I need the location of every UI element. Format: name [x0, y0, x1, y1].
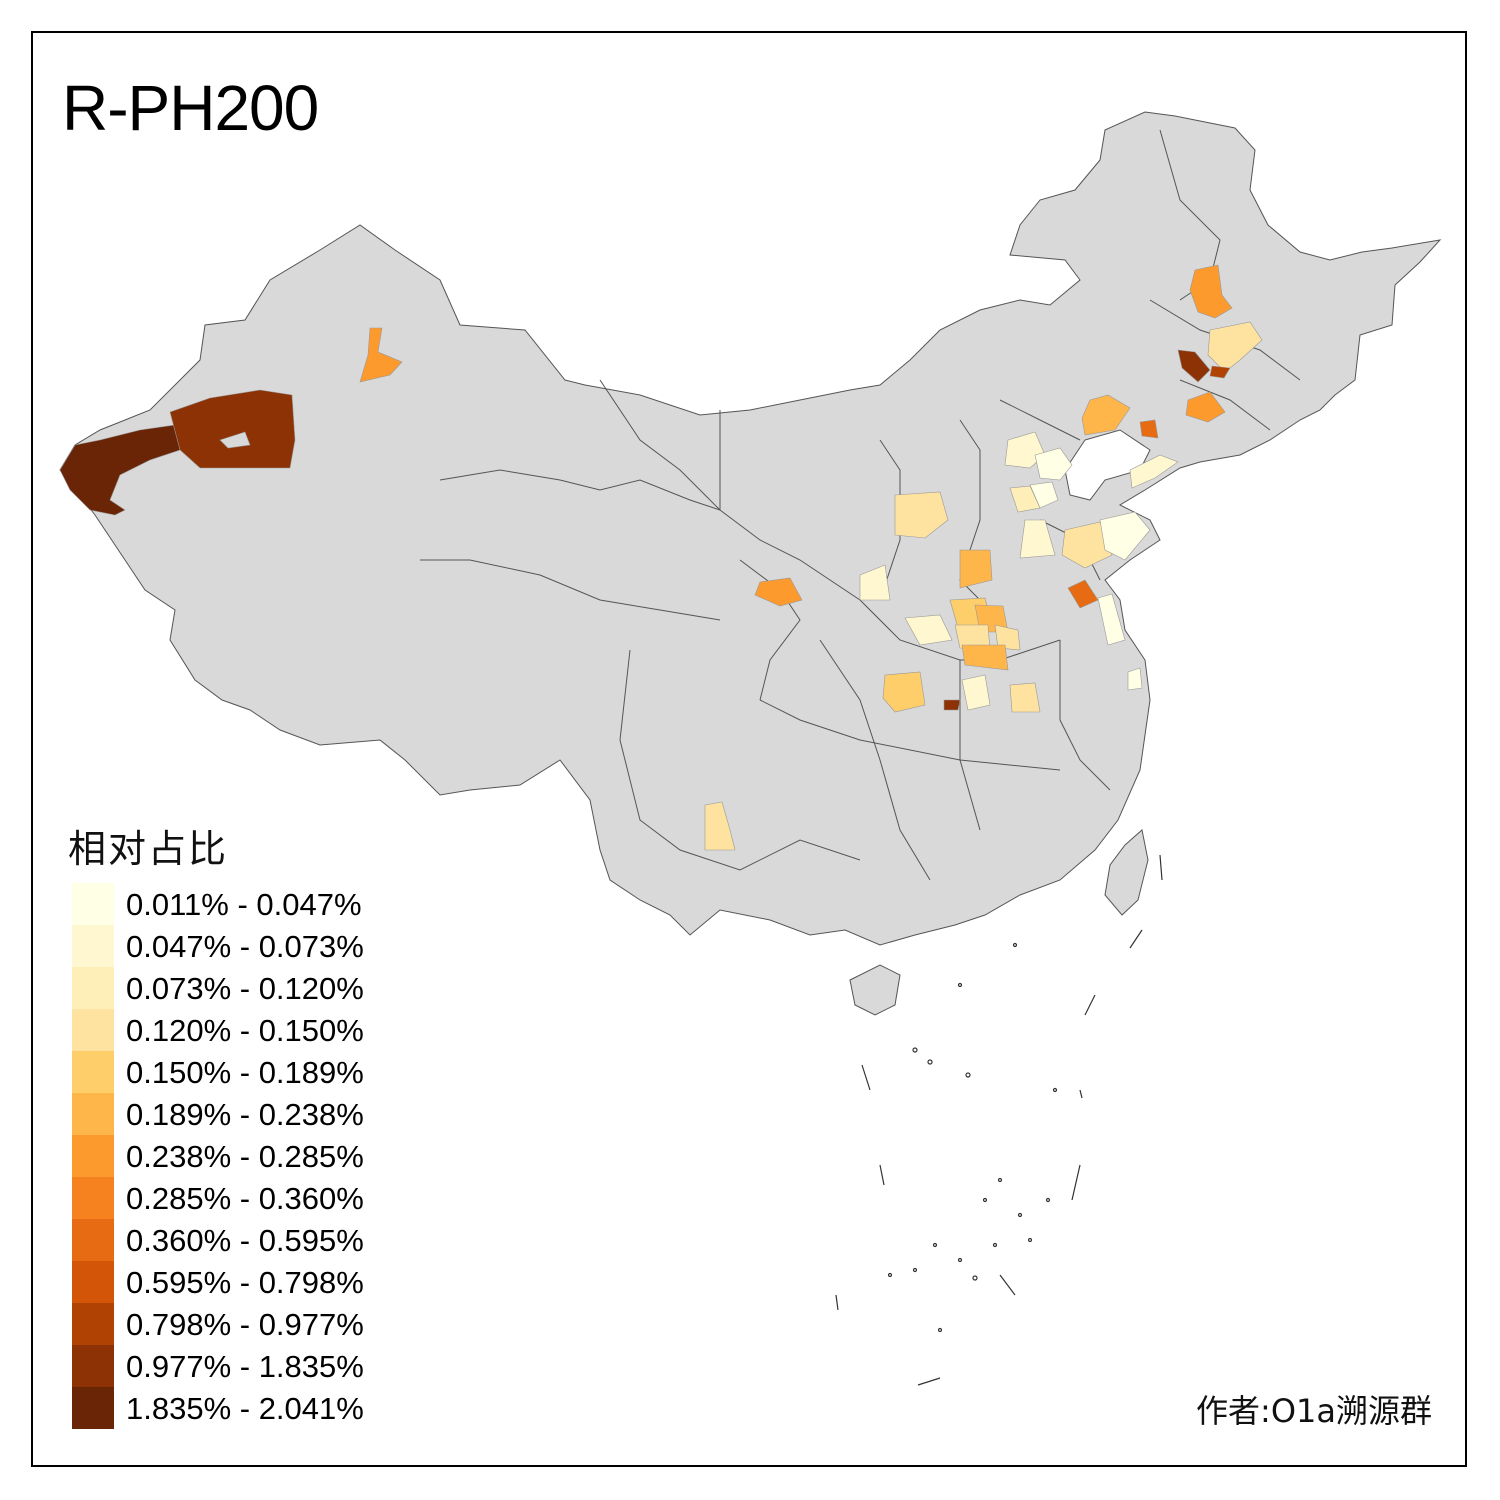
legend-label: 0.595% - 0.798%	[126, 1265, 364, 1300]
region-luoyang	[904, 614, 953, 646]
legend-item: 0.120% - 0.150%	[72, 1009, 412, 1051]
legend-item: 0.189% - 0.238%	[72, 1093, 412, 1135]
map-frame	[31, 31, 1467, 1467]
legend-label: 0.360% - 0.595%	[126, 1223, 364, 1258]
legend-item: 0.595% - 0.798%	[72, 1261, 412, 1303]
legend-item: 0.285% - 0.360%	[72, 1177, 412, 1219]
legend-swatch	[72, 883, 114, 925]
region-yunnan-chuxiong	[704, 801, 736, 851]
region-datong	[894, 491, 949, 539]
legend-label: 0.011% - 0.047%	[126, 887, 362, 922]
region-lianyungang	[1067, 579, 1099, 609]
region-jinan	[1061, 521, 1113, 569]
region-zhoukou	[994, 624, 1021, 651]
china-mainland	[59, 111, 1442, 946]
taiwan-island	[1104, 829, 1149, 916]
south-sea-islands	[835, 854, 1163, 1386]
legend-swatch	[72, 1261, 114, 1303]
region-dalian	[1129, 454, 1179, 489]
legend-label: 0.150% - 0.189%	[126, 1055, 364, 1090]
legend-item: 0.238% - 0.285%	[72, 1135, 412, 1177]
region-fushun	[1185, 391, 1226, 423]
author-credit: 作者:O1a溯源群	[1196, 1392, 1432, 1430]
region-urumqi	[359, 327, 403, 383]
legend-label: 0.120% - 0.150%	[126, 1013, 364, 1048]
legend-swatch	[72, 1387, 114, 1429]
region-nantong	[1127, 667, 1143, 691]
bohai-sea	[1064, 429, 1151, 501]
legend-label: 0.798% - 0.977%	[126, 1307, 364, 1342]
region-baoding	[1009, 485, 1041, 513]
legend-label: 0.047% - 0.073%	[126, 929, 364, 964]
region-taiyuan	[959, 549, 993, 589]
legend-title: 相对占比	[68, 827, 229, 871]
legend-label: 0.073% - 0.120%	[126, 971, 364, 1006]
legend-swatch	[72, 1219, 114, 1261]
legend-item: 0.073% - 0.120%	[72, 967, 412, 1009]
region-aksu-hole	[219, 431, 251, 449]
data-regions	[59, 264, 1263, 851]
region-chifeng	[1081, 394, 1131, 436]
legend-swatch	[72, 1345, 114, 1387]
region-aksu	[169, 389, 296, 469]
region-xuzhou-east	[1097, 593, 1126, 646]
legend-swatch	[72, 1303, 114, 1345]
region-shijiazhuang	[1019, 519, 1056, 559]
region-nanyang	[961, 644, 1009, 671]
region-gansu-tianshui	[754, 577, 803, 607]
region-liaoyuan	[1209, 365, 1231, 379]
legend-swatch	[72, 1009, 114, 1051]
region-kashgar	[59, 424, 181, 516]
legend-item: 0.798% - 0.977%	[72, 1303, 412, 1345]
legend-swatch	[72, 925, 114, 967]
legend-item: 0.360% - 0.595%	[72, 1219, 412, 1261]
region-yulin	[859, 564, 891, 601]
region-qiqihar	[1189, 264, 1233, 319]
legend-label: 0.189% - 0.238%	[126, 1097, 364, 1132]
region-wuhan-area	[961, 674, 991, 711]
legend-swatch	[72, 1093, 114, 1135]
legend-item: 0.977% - 1.835%	[72, 1345, 412, 1387]
legend-item: 0.047% - 0.073%	[72, 925, 412, 967]
legend-label: 0.238% - 0.285%	[126, 1139, 364, 1174]
legend-label: 0.285% - 0.360%	[126, 1181, 364, 1216]
region-xiangyang	[882, 671, 926, 713]
region-hefei	[1009, 682, 1041, 713]
hainan-island	[849, 964, 901, 1016]
legend-item: 0.011% - 0.047%	[72, 883, 412, 925]
region-changchun	[1207, 321, 1263, 373]
region-jingmen	[943, 699, 961, 711]
legend-item: 1.835% - 2.041%	[72, 1387, 412, 1429]
legend-swatch	[72, 1135, 114, 1177]
legend-item: 0.150% - 0.189%	[72, 1051, 412, 1093]
region-siping	[1177, 349, 1211, 383]
legend-swatch	[72, 967, 114, 1009]
region-jinzhou	[1139, 419, 1159, 439]
legend-swatch	[72, 1177, 114, 1219]
legend-label: 1.835% - 2.041%	[126, 1391, 364, 1426]
legend-label: 0.977% - 1.835%	[126, 1349, 364, 1384]
legend-swatch	[72, 1051, 114, 1093]
map-title: R-PH200	[62, 72, 319, 144]
region-qingdao	[1099, 511, 1151, 561]
region-beijing	[1034, 447, 1073, 481]
